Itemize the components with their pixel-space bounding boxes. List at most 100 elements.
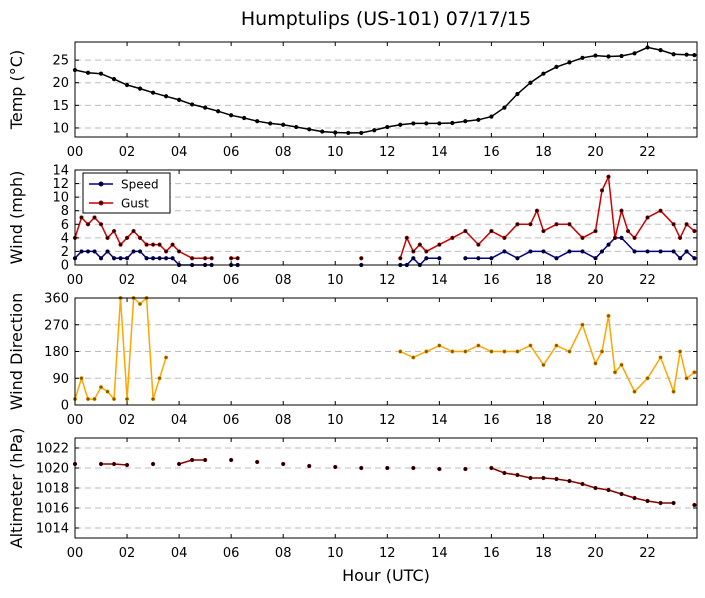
data-point xyxy=(98,385,104,390)
data-point xyxy=(417,242,422,247)
data-point xyxy=(163,355,169,360)
data-point xyxy=(404,235,409,240)
x-tick-label: 20 xyxy=(587,145,604,160)
data-point xyxy=(541,362,546,367)
data-point xyxy=(515,256,520,261)
data-point xyxy=(593,485,598,491)
data-point xyxy=(502,349,507,354)
data-point xyxy=(359,130,364,136)
data-point xyxy=(450,349,455,354)
chart-panel: 0 90 180 270 360 00 02 04 06 08 10 12 14 16 18 20 22 Wind… xyxy=(7,292,698,428)
x-tick-label: 14 xyxy=(431,273,448,288)
data-point xyxy=(92,396,97,402)
x-tick-label: 00 xyxy=(67,413,84,428)
x-tick-label: 10 xyxy=(327,546,344,561)
data-point xyxy=(85,396,91,402)
data-point xyxy=(684,52,689,57)
x-tick-label: 16 xyxy=(483,145,500,160)
data-point xyxy=(137,235,143,240)
data-point xyxy=(476,242,481,247)
data-point xyxy=(320,129,325,134)
data-point xyxy=(580,249,585,254)
series-line xyxy=(399,174,695,259)
data-point xyxy=(372,128,377,133)
data-point xyxy=(137,249,143,254)
x-tick-label: 04 xyxy=(171,145,188,160)
data-point xyxy=(593,361,598,366)
x-tick-label: 08 xyxy=(275,145,292,160)
x-tick-label: 04 xyxy=(171,413,188,428)
data-point xyxy=(502,470,507,476)
data-point xyxy=(150,242,156,247)
data-point xyxy=(645,45,650,50)
y-tick-label: 90 xyxy=(52,372,69,387)
x-tick-label: 04 xyxy=(171,273,188,288)
data-point xyxy=(411,256,416,261)
x-tick-label: 18 xyxy=(535,413,552,428)
data-point xyxy=(98,461,104,467)
data-point xyxy=(144,256,149,261)
data-point xyxy=(124,82,130,88)
data-point xyxy=(437,121,442,126)
figure-title: Humptulips (US-101) 07/17/15 xyxy=(241,8,531,30)
data-point xyxy=(190,256,195,261)
data-point xyxy=(489,465,494,471)
data-point xyxy=(79,249,84,254)
data-point xyxy=(489,114,494,119)
data-point xyxy=(437,242,442,247)
y-tick-label: 360 xyxy=(44,292,69,307)
data-point xyxy=(658,48,663,53)
data-point xyxy=(105,389,110,394)
x-tick-label: 22 xyxy=(639,546,656,561)
data-point xyxy=(137,301,143,307)
data-point xyxy=(163,94,169,99)
data-point xyxy=(111,396,117,402)
data-point xyxy=(105,235,110,240)
x-tick-label: 12 xyxy=(379,145,396,160)
x-tick-label: 12 xyxy=(379,413,396,428)
data-point xyxy=(692,502,697,508)
data-point xyxy=(593,228,598,234)
data-point xyxy=(658,500,663,506)
series-line xyxy=(399,315,695,395)
data-point xyxy=(124,396,130,402)
data-point xyxy=(398,256,403,261)
data-point xyxy=(658,208,663,213)
data-point xyxy=(619,208,624,213)
x-tick-label: 04 xyxy=(171,546,188,561)
y-tick-label: 15 xyxy=(52,99,69,114)
data-point xyxy=(632,389,637,394)
data-point xyxy=(671,249,676,254)
data-point xyxy=(580,481,585,487)
y-tick-label: 1014 xyxy=(36,522,69,537)
data-point xyxy=(632,51,637,56)
y-tick-label: 0 xyxy=(61,399,69,414)
data-point xyxy=(645,215,650,220)
legend-label: Gust xyxy=(121,197,149,211)
data-point xyxy=(190,102,195,107)
legend-label: Speed xyxy=(121,178,159,192)
x-tick-label: 02 xyxy=(119,413,136,428)
data-point xyxy=(150,461,156,467)
data-point xyxy=(645,249,650,254)
data-point xyxy=(645,498,650,504)
data-point xyxy=(229,256,234,261)
data-point xyxy=(307,463,312,469)
y-tick-label: 180 xyxy=(44,345,69,360)
data-point xyxy=(515,472,520,478)
data-point xyxy=(177,461,182,467)
data-point xyxy=(281,461,286,467)
data-point xyxy=(150,396,156,402)
data-point xyxy=(346,130,351,136)
data-point xyxy=(476,256,481,261)
legend-marker xyxy=(98,200,104,206)
data-point xyxy=(502,235,507,240)
data-point xyxy=(580,235,585,240)
data-point xyxy=(567,249,572,254)
y-tick-label: 270 xyxy=(44,318,69,333)
data-point xyxy=(632,249,637,254)
data-point xyxy=(463,349,468,354)
data-point xyxy=(111,461,117,467)
data-point xyxy=(528,249,533,254)
